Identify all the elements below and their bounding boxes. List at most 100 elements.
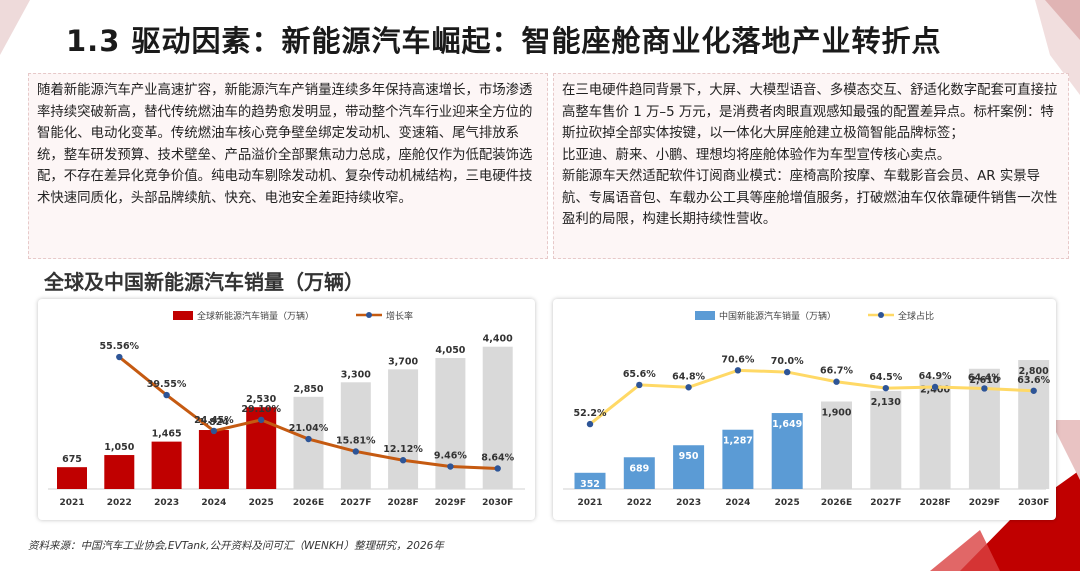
china-sales-chart: 中国新能源汽车销量（万辆） 全球占比 352 2021 689 2022 950 2023 1,… bbox=[563, 310, 1051, 508]
x-tick-label: 2021 bbox=[577, 498, 602, 508]
line-point bbox=[685, 384, 692, 391]
bar-value-label: 2,800 bbox=[1019, 366, 1049, 377]
bar-value-label: 1,824 bbox=[199, 417, 229, 428]
x-tick-label: 2026E bbox=[821, 498, 852, 508]
line-point bbox=[163, 391, 170, 399]
x-tick-label: 2024 bbox=[201, 498, 226, 508]
bar-value-label: 1,050 bbox=[104, 442, 134, 453]
line-value-label: 24.45% bbox=[194, 415, 234, 426]
bar-value-label: 3,300 bbox=[341, 369, 371, 380]
line-point bbox=[447, 463, 454, 470]
bar-value-label: 1,649 bbox=[772, 419, 802, 430]
line-value-label: 70.0% bbox=[771, 356, 804, 367]
legend-bar-label: 全球新能源汽车销量（万辆） bbox=[197, 310, 314, 322]
bar-value-label: 1,465 bbox=[152, 429, 182, 440]
bar bbox=[198, 430, 229, 489]
line-value-label: 55.56% bbox=[100, 341, 140, 352]
right-paragraph-3: 新能源车天然适配软件订阅商业模式：座椅高阶按摩、车载影音会员、AR 实景导航、专… bbox=[562, 169, 1058, 227]
line-value-label: 65.6% bbox=[623, 369, 656, 380]
line-value-label: 66.7% bbox=[820, 366, 853, 377]
legend-line-marker bbox=[366, 312, 372, 318]
bar-value-label: 3,700 bbox=[388, 356, 418, 367]
line-point bbox=[981, 385, 988, 392]
x-tick-label: 2027F bbox=[870, 498, 901, 508]
bar bbox=[771, 413, 803, 489]
line-value-label: 9.46% bbox=[434, 451, 467, 462]
bar bbox=[57, 467, 87, 489]
line-value-label: 64.9% bbox=[919, 371, 952, 382]
bar-value-label: 950 bbox=[679, 451, 699, 462]
bar bbox=[722, 429, 754, 489]
line-point bbox=[258, 416, 265, 424]
x-tick-label: 2025 bbox=[249, 498, 274, 508]
section-title: 全球及中国新能源汽车销量（万辆） bbox=[44, 270, 364, 294]
legend-line-label: 全球占比 bbox=[898, 310, 934, 322]
bar-value-label: 352 bbox=[580, 479, 600, 490]
line-point bbox=[882, 384, 889, 392]
bar-value-label: 4,050 bbox=[435, 345, 465, 356]
line-value-label: 63.6% bbox=[1017, 375, 1050, 386]
bar-value-label: 2,850 bbox=[293, 384, 323, 395]
bar-value-label: 4,400 bbox=[483, 334, 513, 345]
legend-line-marker bbox=[878, 312, 884, 318]
x-tick-label: 2023 bbox=[676, 498, 701, 508]
line-value-label: 64.5% bbox=[869, 372, 902, 383]
line-value-label: 64.8% bbox=[672, 371, 705, 382]
line-point bbox=[305, 435, 312, 443]
line-value-label: 15.81% bbox=[336, 435, 376, 446]
line-value-label: 29.10% bbox=[241, 404, 281, 415]
x-tick-label: 2027F bbox=[340, 498, 371, 508]
line-point bbox=[494, 465, 501, 472]
x-tick-label: 2030F bbox=[1018, 498, 1049, 508]
line-value-label: 64.4% bbox=[968, 372, 1001, 383]
right-text-box: 在三电硬件趋同背景下，大屏、大模型语音、多模态交互、舒适化数字配套可直接拉高整车… bbox=[553, 73, 1069, 259]
bar bbox=[104, 455, 135, 489]
bar-value-label: 2,530 bbox=[246, 394, 276, 405]
line-point bbox=[734, 367, 742, 374]
line-value-label: 70.6% bbox=[721, 354, 754, 365]
bar-value-label: 2,130 bbox=[871, 397, 901, 408]
x-tick-label: 2022 bbox=[627, 498, 652, 508]
china-sales-chart-panel: 中国新能源汽车销量（万辆） 全球占比 352 2021 689 2022 950 2023 1,… bbox=[553, 299, 1056, 520]
x-tick-label: 2028F bbox=[919, 498, 950, 508]
bar-value-label: 1,900 bbox=[821, 407, 851, 418]
bar bbox=[870, 390, 902, 489]
bar bbox=[1018, 360, 1050, 489]
bar bbox=[673, 445, 705, 489]
right-paragraph-2: 比亚迪、蔚来、小鹏、理想均将座舱体验作为车型宣传核心卖点。 bbox=[562, 147, 951, 163]
page-title: 1.3 驱动因素：新能源汽车崛起：智能座舱商业化落地产业转折点 bbox=[66, 24, 942, 58]
left-paragraph: 随着新能源汽车产业高速扩容，新能源汽车产销量连续多年保持高速增长，市场渗透率持续… bbox=[37, 83, 533, 206]
line-point bbox=[399, 457, 407, 464]
x-tick-label: 2025 bbox=[775, 498, 800, 508]
bar bbox=[623, 457, 655, 489]
legend-bar-swatch bbox=[695, 311, 715, 320]
global-sales-chart: 全球新能源汽车销量（万辆） 增长率 675 2021 1,050 2022 1,465 202… bbox=[48, 310, 525, 508]
x-tick-label: 2029F bbox=[435, 498, 466, 508]
line-point bbox=[784, 368, 791, 376]
line-point bbox=[931, 383, 939, 391]
bar bbox=[340, 382, 371, 489]
line-value-label: 12.12% bbox=[383, 444, 423, 455]
bar bbox=[151, 441, 182, 489]
line-value-label: 21.04% bbox=[289, 423, 329, 434]
x-tick-label: 2021 bbox=[59, 498, 84, 508]
line-point bbox=[636, 381, 643, 389]
x-tick-label: 2023 bbox=[154, 498, 179, 508]
line-value-label: 8.64% bbox=[481, 452, 514, 463]
bar bbox=[574, 472, 606, 489]
line-value-label: 52.2% bbox=[574, 408, 607, 419]
legend-bar-swatch bbox=[173, 311, 193, 320]
line-point bbox=[1030, 387, 1037, 394]
line-point bbox=[116, 353, 123, 361]
bar-value-label: 1,287 bbox=[723, 436, 753, 447]
x-tick-label: 2029F bbox=[969, 498, 1000, 508]
x-tick-label: 2024 bbox=[725, 498, 750, 508]
bar bbox=[821, 401, 852, 489]
bar bbox=[388, 369, 419, 489]
right-paragraph-1: 在三电硬件趋同背景下，大屏、大模型语音、多模态交互、舒适化数字配套可直接拉高整车… bbox=[562, 83, 1058, 141]
legend-line-label: 增长率 bbox=[386, 310, 413, 322]
left-text-box: 随着新能源汽车产业高速扩容，新能源汽车产销量连续多年保持高速增长，市场渗透率持续… bbox=[28, 73, 548, 259]
x-tick-label: 2022 bbox=[107, 498, 132, 508]
legend-bar-label: 中国新能源汽车销量（万辆） bbox=[719, 310, 836, 322]
bar-value-label: 689 bbox=[629, 463, 649, 474]
